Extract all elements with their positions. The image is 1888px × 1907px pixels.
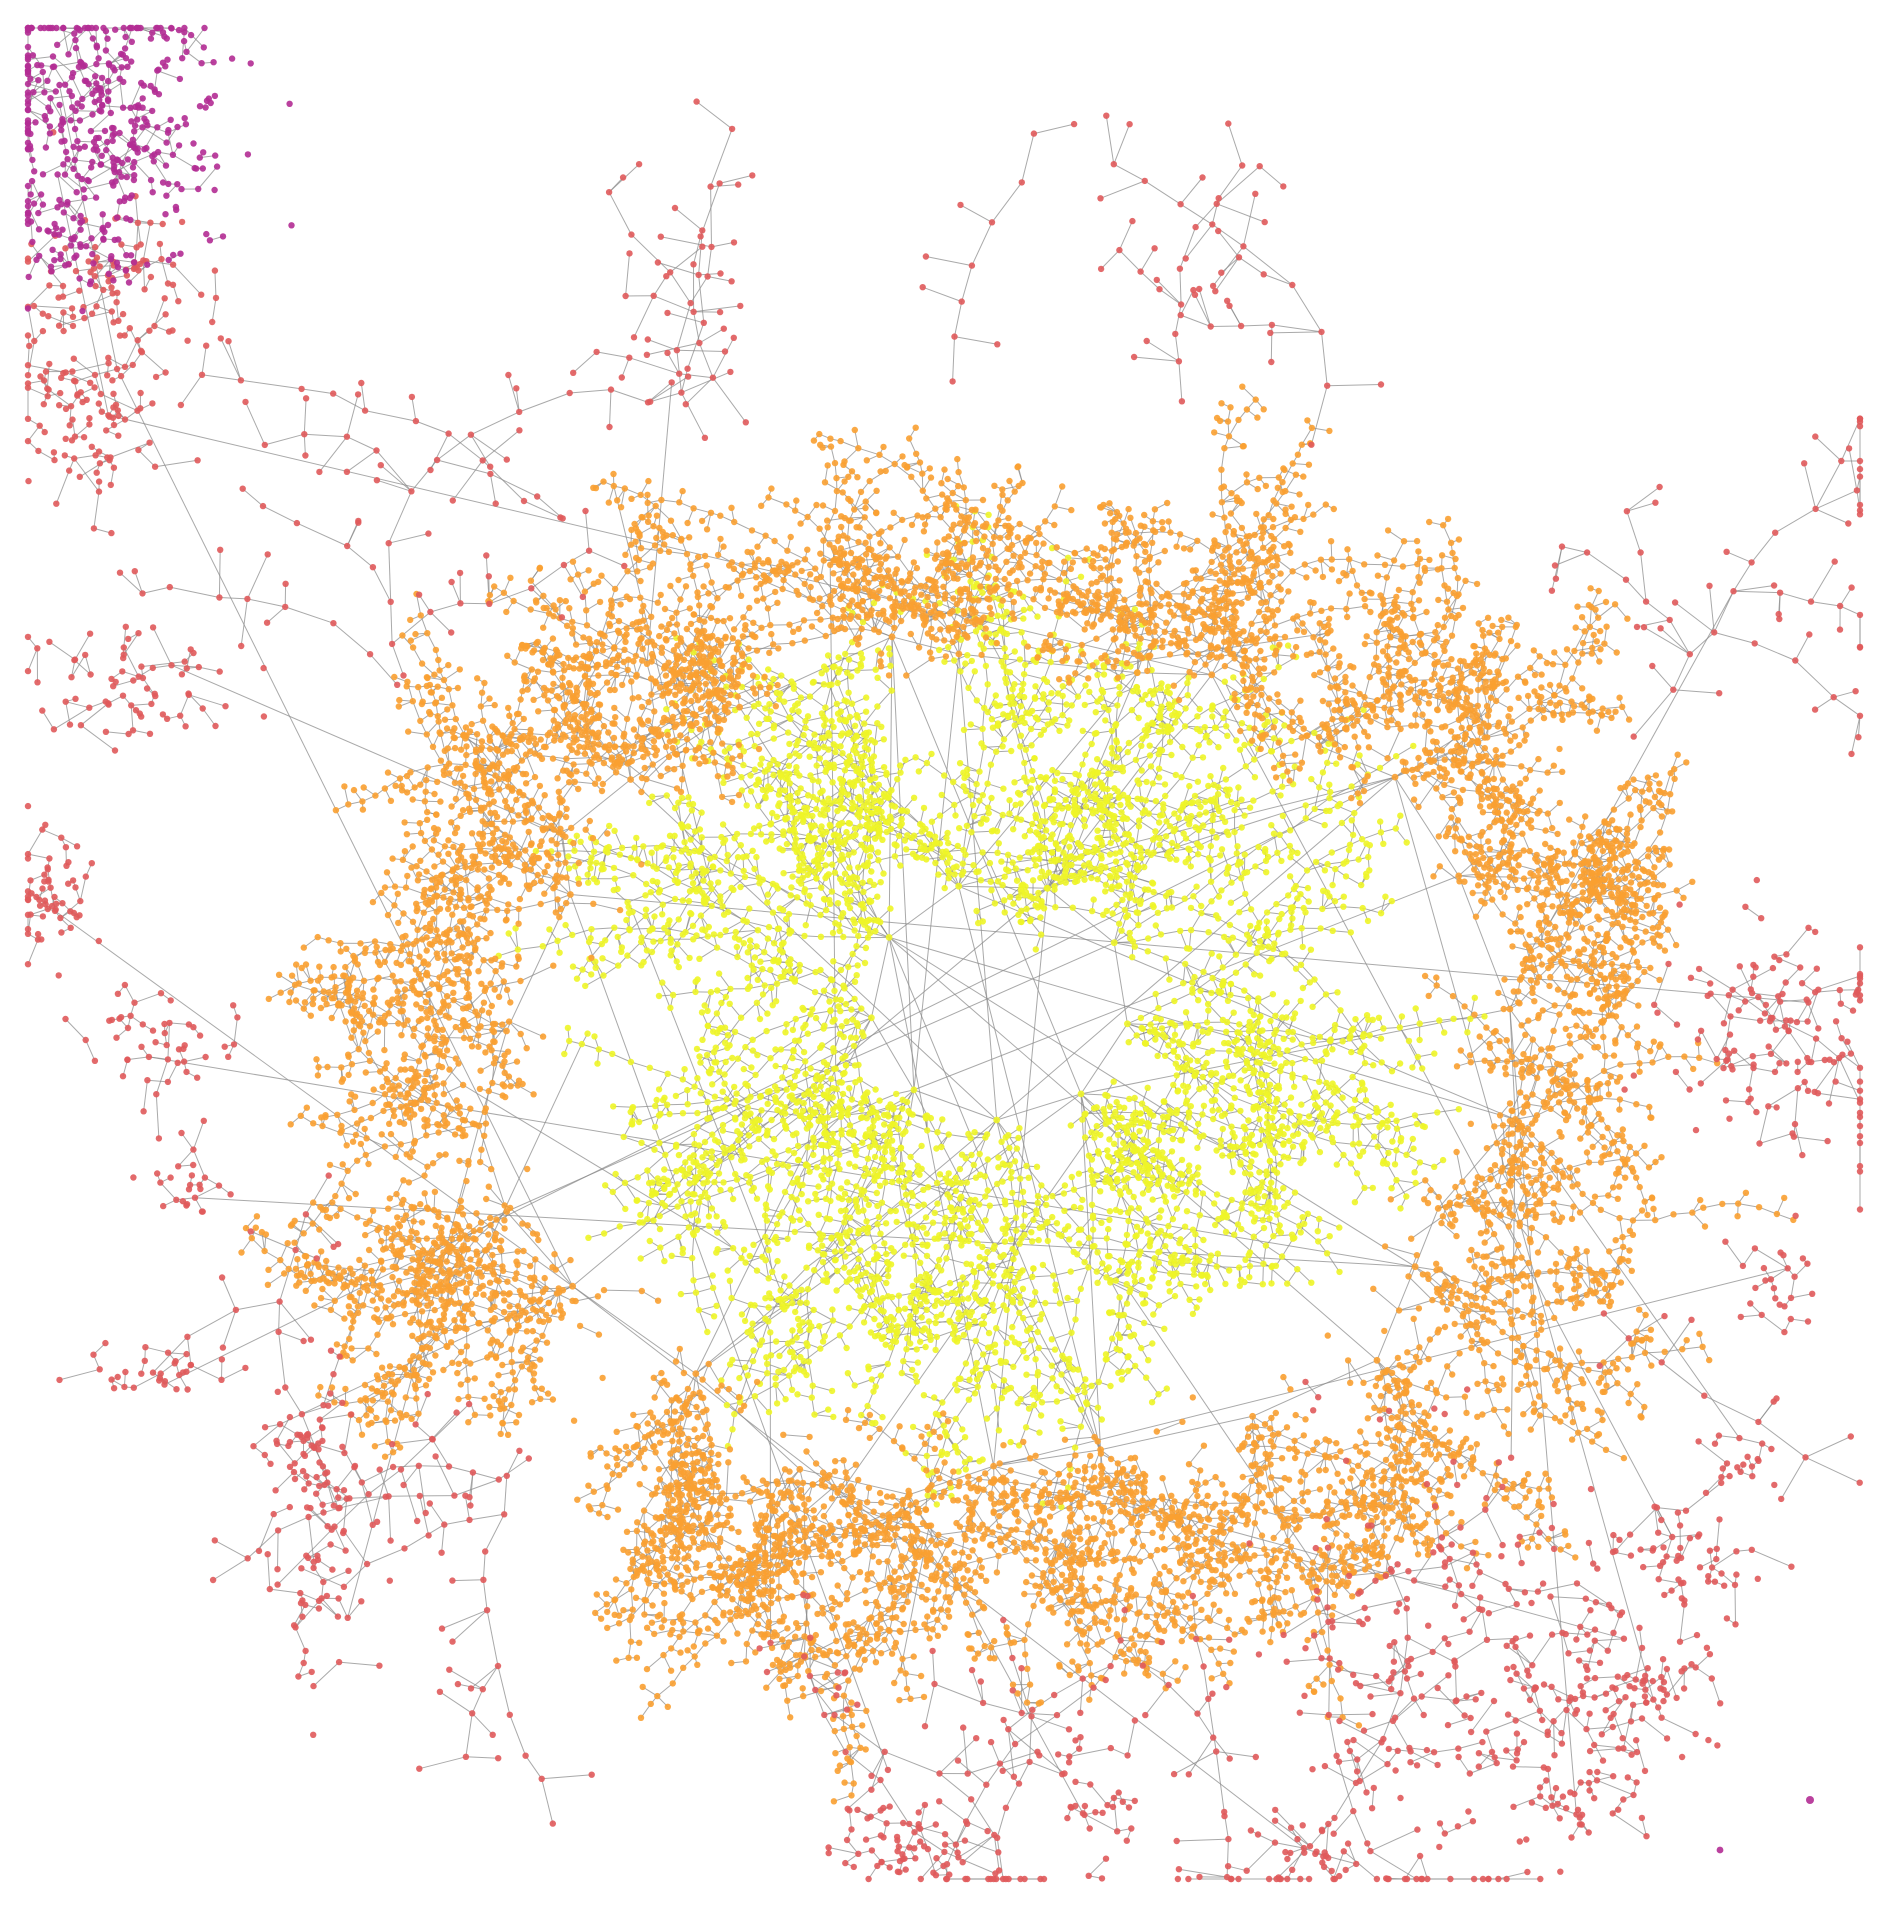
graph-edge <box>717 948 737 957</box>
graph-edge <box>1305 1078 1314 1098</box>
graph-edge <box>741 1003 757 1018</box>
graph-edge <box>877 691 891 707</box>
graph-edge <box>984 684 988 708</box>
graph-edge <box>994 1386 997 1408</box>
graph-edge <box>927 763 944 776</box>
graph-edge <box>1253 791 1272 800</box>
graph-edge <box>633 1106 655 1107</box>
graph-edge <box>1236 938 1250 955</box>
graph-edge <box>980 747 984 771</box>
graph-edge <box>915 1257 917 1281</box>
graph-edge <box>769 1278 790 1285</box>
graph-edge <box>889 886 959 937</box>
graph-edge <box>657 869 675 881</box>
graph-edge <box>1217 1267 1240 1268</box>
graph-edge <box>993 1282 1015 1283</box>
graph-edge <box>1166 958 1170 979</box>
graph-edge <box>942 1384 955 1402</box>
graph-edge <box>756 1058 771 1075</box>
graph-edge <box>1359 1121 1374 1137</box>
graph-edge <box>1601 1159 1623 1162</box>
graph-edge <box>1182 758 1193 778</box>
graph-edge <box>758 806 771 823</box>
graph-edge <box>1543 1137 1562 1148</box>
graph-edge <box>1226 766 1246 779</box>
graph-edge <box>1415 1112 1437 1115</box>
graph-edge <box>1026 750 1033 771</box>
graph-edge <box>1341 1010 1354 1028</box>
graph-edge <box>1200 1193 1203 1215</box>
graph-edge <box>692 1235 694 1258</box>
graph-edge <box>1259 835 1280 847</box>
graph-edge <box>755 1385 776 1396</box>
graph-edge <box>997 1094 1081 1120</box>
graph-edge <box>551 851 574 852</box>
graph-edge <box>1224 981 1245 990</box>
graph-edge <box>1081 1024 1127 1094</box>
graph-edge <box>1288 1203 1308 1214</box>
graph-edge <box>1326 994 1341 1010</box>
graph-edge <box>1039 1348 1052 1366</box>
graph-edge <box>592 928 615 930</box>
graph-edge <box>1437 1109 1459 1112</box>
graph-edge <box>795 982 815 993</box>
graph-edge <box>1081 1267 1089 1288</box>
graph-edge <box>518 946 543 949</box>
graph-edge <box>1319 1219 1339 1228</box>
graph-edge <box>692 1258 693 1280</box>
graph-edge <box>1013 859 1035 862</box>
graph-edge <box>1062 1333 1071 1356</box>
graph-edge <box>641 1248 661 1259</box>
graph-edge <box>956 1400 969 1419</box>
graph-edge <box>673 992 695 995</box>
graph-edge <box>1081 1094 1105 1095</box>
graph-edge <box>1165 777 1181 796</box>
graph-edge <box>1235 832 1237 853</box>
graph-edge <box>1114 943 1127 1024</box>
graph-edge <box>625 1183 637 1201</box>
graph-edge <box>966 832 972 855</box>
graph-edge <box>1457 1152 1463 1182</box>
